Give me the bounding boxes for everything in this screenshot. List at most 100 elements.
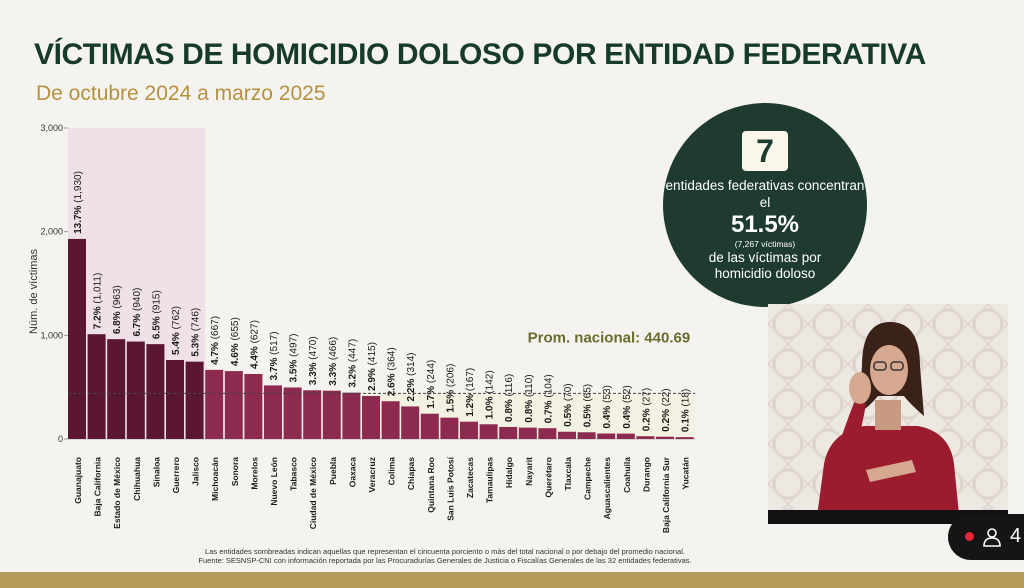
bar [656,436,674,439]
bar [636,436,655,439]
callout-number: 7 [742,131,788,171]
bar-value-label: 0.5% (65) [583,384,594,427]
bar [322,390,341,439]
bar-value-label: 6.8% (963) [112,285,123,334]
footnote-source: Fuente: SESNSP-CNI con información repor… [198,556,692,565]
bar [558,431,576,439]
bar-value-label: 4.7% (667) [210,316,221,365]
bar [577,432,596,439]
y-tick-label: 2,000 [40,227,63,237]
bar-value-label: 3.3% (470) [308,336,319,385]
footnote: Las entidades sombreadas indican aquella… [185,547,705,565]
x-tick-label: Durango [641,457,651,492]
callout-detail: (7,267 víctimas) [734,239,796,249]
bar-value-label: 0.4% (52) [622,385,633,428]
bar [440,417,459,439]
x-tick-label: Tlaxcala [563,457,573,491]
bar [87,334,106,439]
bar-value-label: 0.8% (110) [524,374,535,422]
bar-value-label: 0.8% (116) [504,374,515,422]
x-tick-label: Chiapas [406,457,416,490]
y-tick-label: 1,000 [40,330,63,340]
person-icon [983,528,1001,547]
bar-value-label: 1.5% (206) [445,364,456,413]
x-tick-label: Tabasco [289,457,299,491]
average-label: Prom. nacional: 440.69 [528,329,691,346]
bar-value-label: 2.9% (415) [367,342,378,391]
participants-indicator[interactable]: 4 [948,514,1024,560]
callout-percent: 51.5% [730,211,800,238]
bar-value-label: 0.1% (18) [681,389,692,432]
bar-value-label: 5.4% (762) [171,306,182,355]
summary-callout: 7 entidades federativas concentran el 51… [663,103,867,307]
bar [616,433,635,439]
x-tick-label: Hidalgo [504,457,514,488]
callout-text-top: entidades federativas concentran el [665,178,865,210]
interpreter-image [768,304,1008,524]
x-tick-label: Puebla [328,457,338,485]
x-tick-label: Baja California Sur [661,456,671,533]
x-tick-label: Nayarit [524,457,534,486]
x-tick-label: Baja California [93,457,103,517]
x-tick-label: San Luis Potosí [445,456,455,520]
x-tick-label: Sonora [230,457,240,487]
y-tick-label: 3,000 [40,123,63,133]
bar-value-label: 3.5% (497) [289,334,300,383]
x-tick-label: Zacatecas [465,457,475,498]
x-tick-label: Ciudad de México [308,457,318,529]
bar-value-label: 1.2% (167) [465,368,476,417]
footer-bar [0,572,1024,588]
bar [146,344,165,439]
x-tick-label: Tamaulipas [485,457,495,503]
bar [597,433,616,439]
participants-count: 4 [1010,525,1022,547]
bar [303,390,322,439]
bar-value-label: 4.6% (655) [230,317,241,366]
x-tick-label: Campeche [583,457,593,500]
bar [518,427,537,439]
bar-value-label: 6.7% (940) [132,288,143,337]
bar [460,421,478,439]
x-tick-label: Guerrero [171,457,181,493]
x-tick-label: Veracruz [367,457,377,492]
x-tick-label: Aguascalientes [602,457,612,520]
y-tick-label: 0 [58,434,63,444]
bar-value-label: 7.2% (1,011) [93,273,104,330]
page-title: VÍCTIMAS DE HOMICIDIO DOLOSO POR ENTIDAD… [34,38,926,71]
bar-value-label: 3.3% (466) [328,337,339,386]
bar [381,401,400,439]
x-tick-label: Nuevo León [269,457,279,506]
x-tick-label: Morelos [249,457,259,490]
bar-value-label: 2.2% (314) [406,353,417,402]
bar-value-label: 13.7% (1,930) [73,171,84,234]
bar [107,339,126,439]
bar [126,341,145,439]
bar-value-label: 1.0% (142) [485,370,496,419]
bar [166,360,184,439]
x-tick-label: Sinaloa [151,457,161,488]
bar [283,387,302,439]
footnote-shading-note: Las entidades sombreadas indican aquella… [205,547,685,556]
bar [244,374,263,439]
bar-value-label: 6.5% (915) [151,290,162,339]
page-subtitle: De octubre 2024 a marzo 2025 [36,82,326,105]
bar [264,385,282,439]
bar-value-label: 1.7% (244) [426,360,437,409]
bar-value-label: 0.5% (70) [563,383,574,426]
x-tick-label: Estado de México [112,457,122,529]
x-tick-label: Quintana Roo [426,457,436,513]
callout-text-bottom: de las víctimas por homicidio doloso [708,250,822,281]
bar-value-label: 5.3% (746) [191,308,202,357]
x-tick-label: Michoacán [210,457,220,501]
x-tick-label: Oaxaca [347,457,357,488]
bar [342,392,361,439]
x-tick-label: Yucatán [681,457,691,490]
bar-value-label: 0.7% (104) [543,374,554,423]
bar [185,361,204,439]
bar-value-label: 3.2% (447) [347,339,358,388]
bar-value-label: 3.7% (517) [269,331,280,380]
bar-value-label: 0.4% (53) [602,385,613,428]
y-axis-label: Núm. de víctimas [28,249,40,334]
bar-value-label: 2.6% (364) [387,347,398,396]
bar-value-label: 4.4% (627) [249,320,260,369]
